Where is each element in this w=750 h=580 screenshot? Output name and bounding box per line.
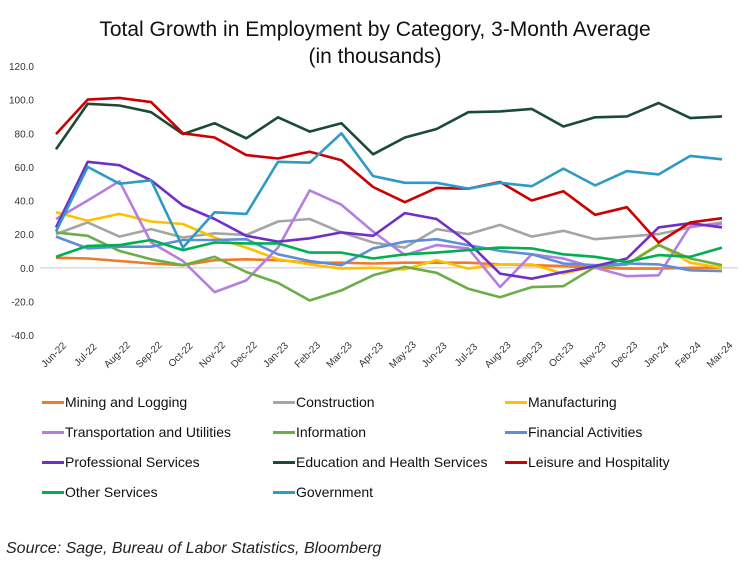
- x-tick-label: Mar-23: [325, 340, 355, 370]
- x-tick-label: May-23: [387, 339, 419, 371]
- series-line-government: [54, 132, 723, 249]
- x-tick-label: Nov-23: [578, 340, 609, 371]
- x-tick-label: Mar-24: [705, 340, 735, 370]
- line-chart: 120.0100.080.060.040.020.00.0-20.0-40.0 …: [9, 62, 738, 371]
- legend-swatch: [42, 490, 64, 494]
- legend-item: Government: [273, 484, 373, 500]
- series-line-transportation-and-utilities: [55, 179, 723, 294]
- legend-label: Information: [296, 424, 367, 440]
- x-tick-label: Aug-22: [102, 340, 133, 371]
- series-line-other-services: [55, 238, 723, 264]
- series-line-education-and-health-services: [54, 101, 723, 156]
- legend-label: Construction: [296, 394, 375, 410]
- x-tick-label: Jan-23: [262, 340, 292, 370]
- legend-swatch: [273, 490, 295, 494]
- y-tick-label: 20.0: [15, 230, 35, 241]
- x-axis: Jun-22 Jul-22 Aug-22 Sep-22 Oct-22 Nov-22 Dec-…: [40, 339, 736, 371]
- legend-label: Manufacturing: [528, 394, 617, 410]
- chart-title: Total Growth in Employment by Category, …: [0, 16, 750, 70]
- legend-label: Education and Health Services: [296, 454, 488, 470]
- series-line-professional-services: [54, 160, 723, 281]
- legend-item: Mining and Logging: [42, 394, 187, 410]
- legend-item: Professional Services: [42, 454, 200, 470]
- legend-swatch: [273, 460, 295, 464]
- series-lines: [54, 96, 723, 302]
- x-tick-label: Oct-23: [547, 340, 576, 369]
- x-tick-label: Jun-23: [420, 340, 450, 370]
- legend-item: Information: [273, 424, 366, 440]
- legend-label: Professional Services: [65, 454, 200, 470]
- chart-subtitle: (in thousands): [308, 45, 442, 68]
- legend-swatch: [42, 460, 64, 464]
- legend-label: Other Services: [65, 484, 158, 500]
- y-tick-label: 100.0: [9, 96, 34, 107]
- x-tick-label: Jul-23: [453, 341, 480, 368]
- legend-label: Mining and Logging: [65, 394, 188, 410]
- legend-swatch: [273, 400, 295, 404]
- y-axis: 120.0 100.0 80.0 60.0 40.0 20.0 0.0 -20.0 -40.0: [9, 62, 34, 342]
- legend-swatch: [505, 460, 527, 464]
- legend-swatch: [273, 430, 295, 434]
- legend-swatch: [505, 400, 527, 404]
- legend-item: Other Services: [42, 484, 158, 500]
- x-tick-label: Jul-22: [72, 341, 99, 368]
- legend-swatch: [505, 430, 527, 434]
- legend-swatch: [42, 430, 64, 434]
- series-line-mining-and-logging: [55, 256, 722, 270]
- y-tick-label: 60.0: [15, 163, 35, 174]
- x-tick-label: Sep-23: [515, 340, 546, 371]
- x-tick-label: Jun-22: [40, 340, 70, 370]
- series-line-financial-activities: [55, 235, 723, 273]
- x-tick-label: Dec-22: [229, 340, 260, 371]
- y-tick-label: 120.0: [9, 62, 34, 73]
- legend-item: Transportation and Utilities: [42, 424, 231, 440]
- y-tick-label: -20.0: [11, 297, 34, 308]
- x-tick-label: Nov-22: [198, 340, 229, 371]
- legend-swatch: [42, 400, 64, 404]
- chart-title-main: Total Growth in Employment by Category, …: [99, 18, 651, 41]
- legend-item: Financial Activities: [505, 424, 642, 440]
- legend-label: Transportation and Utilities: [65, 424, 232, 440]
- x-tick-label: Feb-23: [293, 340, 323, 370]
- x-tick-label: Aug-23: [483, 340, 514, 371]
- x-tick-label: Jan-24: [642, 340, 672, 370]
- x-tick-label: Apr-23: [357, 340, 386, 369]
- y-tick-label: 0.0: [20, 264, 34, 275]
- y-tick-label: -40.0: [11, 331, 34, 342]
- source-note: Source: Sage, Bureau of Labor Statistics…: [6, 540, 382, 557]
- x-tick-label: Dec-23: [610, 340, 641, 371]
- legend-item: Education and Health Services: [273, 454, 487, 470]
- x-tick-label: Feb-24: [673, 340, 703, 370]
- legend-item: Leisure and Hospitality: [505, 454, 670, 470]
- series-line-leisure-and-hospitality: [55, 96, 723, 244]
- legend-label: Leisure and Hospitality: [528, 454, 670, 470]
- legend-item: Manufacturing: [505, 394, 617, 410]
- legend-label: Government: [296, 484, 374, 500]
- x-tick-label: Oct-22: [167, 340, 196, 369]
- y-tick-label: 80.0: [15, 129, 35, 140]
- x-tick-label: Sep-22: [134, 340, 165, 371]
- legend-item: Construction: [273, 394, 375, 410]
- y-tick-label: 40.0: [15, 197, 35, 208]
- legend-label: Financial Activities: [528, 424, 643, 440]
